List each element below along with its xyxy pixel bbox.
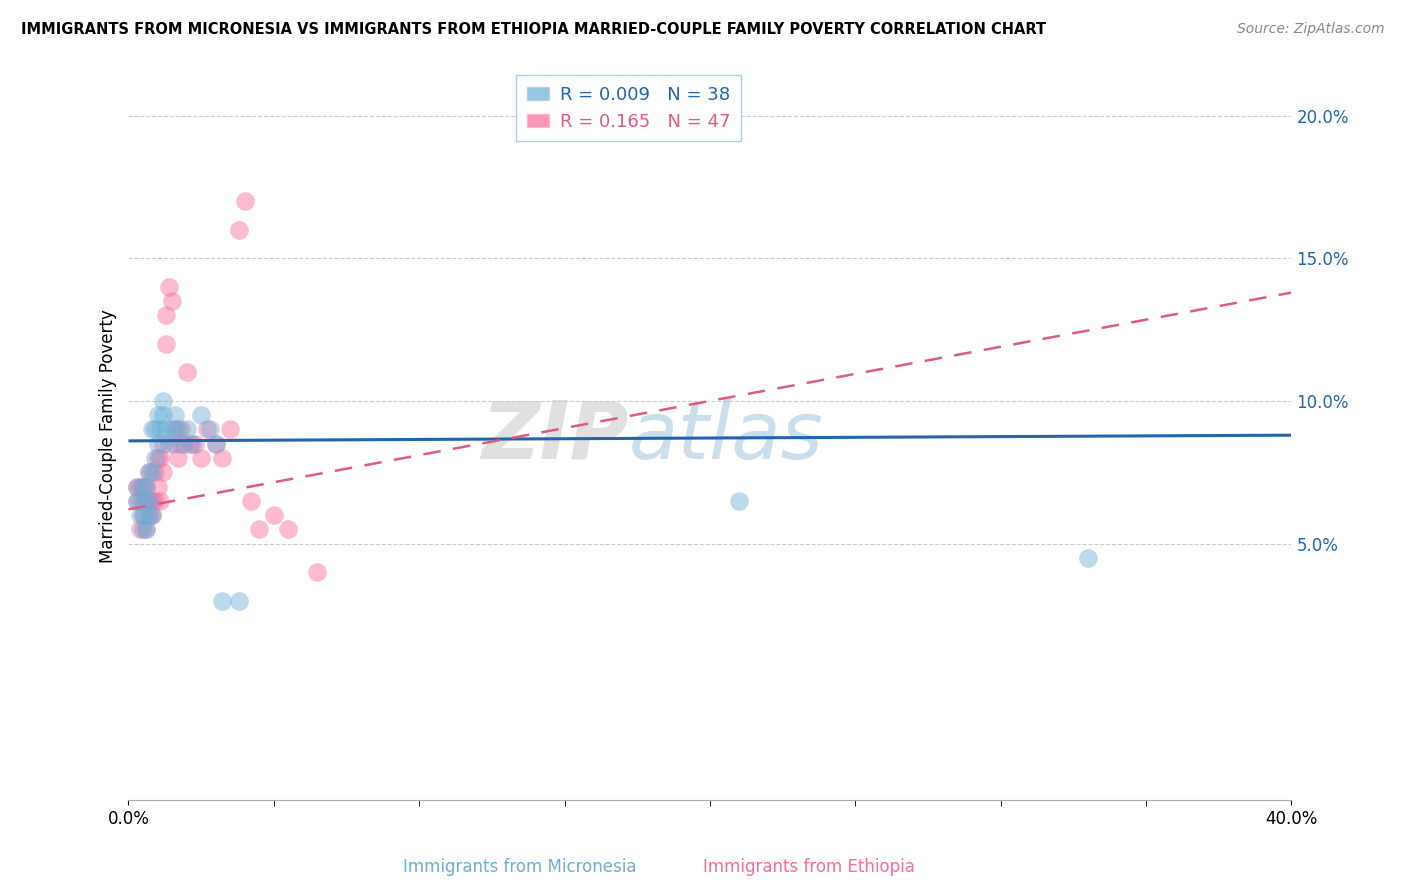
Point <box>135 493 157 508</box>
Point <box>129 479 152 493</box>
Point <box>181 436 204 450</box>
Text: Immigrants from Micronesia: Immigrants from Micronesia <box>404 858 637 876</box>
Point <box>170 422 193 436</box>
Point <box>146 479 169 493</box>
Point <box>143 465 166 479</box>
Point <box>263 508 285 522</box>
Point <box>146 450 169 465</box>
Text: IMMIGRANTS FROM MICRONESIA VS IMMIGRANTS FROM ETHIOPIA MARRIED-COUPLE FAMILY POV: IMMIGRANTS FROM MICRONESIA VS IMMIGRANTS… <box>21 22 1046 37</box>
Point <box>211 593 233 607</box>
Point <box>160 422 183 436</box>
Point <box>233 194 256 209</box>
Point <box>141 508 163 522</box>
Point <box>170 436 193 450</box>
Point <box>204 436 226 450</box>
Point <box>239 493 262 508</box>
Text: atlas: atlas <box>628 398 824 475</box>
Point <box>143 493 166 508</box>
Point <box>129 508 152 522</box>
Point <box>152 393 174 408</box>
Point <box>157 280 180 294</box>
Point <box>228 223 250 237</box>
Point <box>132 508 155 522</box>
Point <box>135 522 157 536</box>
Point <box>155 309 177 323</box>
Point <box>138 465 160 479</box>
Legend: R = 0.009   N = 38, R = 0.165   N = 47: R = 0.009 N = 38, R = 0.165 N = 47 <box>516 75 741 142</box>
Point <box>728 493 751 508</box>
Point <box>135 493 157 508</box>
Text: Source: ZipAtlas.com: Source: ZipAtlas.com <box>1237 22 1385 37</box>
Point <box>198 422 221 436</box>
Point <box>138 508 160 522</box>
Point <box>138 465 160 479</box>
Text: ZIP: ZIP <box>481 398 628 475</box>
Point <box>176 422 198 436</box>
Point <box>152 436 174 450</box>
Point <box>152 408 174 422</box>
Point <box>149 422 172 436</box>
Point <box>157 436 180 450</box>
Y-axis label: Married-Couple Family Poverty: Married-Couple Family Poverty <box>100 310 117 564</box>
Point <box>155 422 177 436</box>
Point <box>167 422 190 436</box>
Point <box>127 493 149 508</box>
Point <box>135 479 157 493</box>
Point <box>163 408 186 422</box>
Point <box>143 450 166 465</box>
Point <box>184 436 207 450</box>
Point <box>173 436 195 450</box>
Point <box>163 436 186 450</box>
Point <box>190 408 212 422</box>
Point <box>129 522 152 536</box>
Point <box>141 465 163 479</box>
Point <box>195 422 218 436</box>
Point <box>228 593 250 607</box>
Point <box>149 450 172 465</box>
Point <box>1077 550 1099 565</box>
Point <box>135 522 157 536</box>
Point <box>138 493 160 508</box>
Point <box>204 436 226 450</box>
Point <box>155 337 177 351</box>
Point <box>138 508 160 522</box>
Point <box>277 522 299 536</box>
Point <box>132 493 155 508</box>
Point <box>163 422 186 436</box>
Point <box>247 522 270 536</box>
Point <box>132 479 155 493</box>
Point <box>135 479 157 493</box>
Point <box>179 436 201 450</box>
Point <box>132 522 155 536</box>
Point <box>138 493 160 508</box>
Point <box>152 465 174 479</box>
Point <box>141 493 163 508</box>
Point <box>127 479 149 493</box>
Point <box>127 493 149 508</box>
Point <box>146 408 169 422</box>
Point <box>127 479 149 493</box>
Point <box>160 294 183 309</box>
Point <box>141 422 163 436</box>
Point <box>307 565 329 579</box>
Point <box>211 450 233 465</box>
Point <box>146 436 169 450</box>
Point <box>190 450 212 465</box>
Point <box>167 450 190 465</box>
Point <box>141 508 163 522</box>
Point <box>219 422 242 436</box>
Text: Immigrants from Ethiopia: Immigrants from Ethiopia <box>703 858 914 876</box>
Point <box>143 422 166 436</box>
Point <box>132 479 155 493</box>
Point <box>132 508 155 522</box>
Point <box>176 366 198 380</box>
Point <box>129 493 152 508</box>
Point <box>149 493 172 508</box>
